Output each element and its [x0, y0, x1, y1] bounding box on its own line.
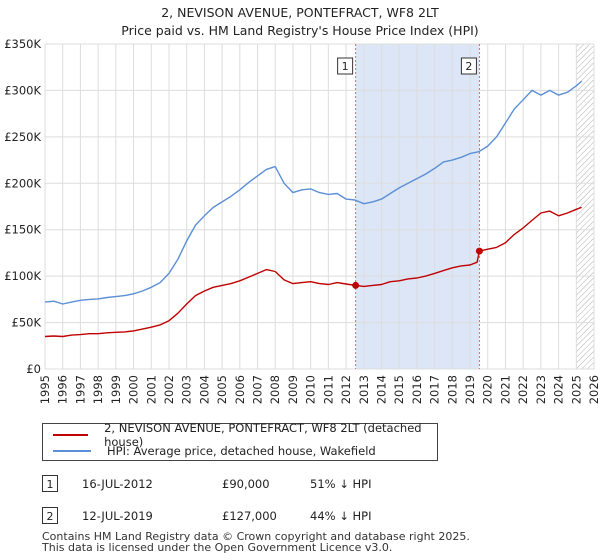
- chart-title: 2, NEVISON AVENUE, PONTEFRACT, WF8 2LT P…: [0, 4, 600, 40]
- x-tick-label: 2022: [516, 375, 530, 404]
- x-tick-label: 2015: [392, 375, 406, 404]
- title-line-2: Price paid vs. HM Land Registry's House …: [121, 23, 479, 38]
- y-tick-label: £50K: [12, 316, 42, 330]
- y-tick-label: £200K: [4, 176, 41, 190]
- legend-label-hpi: HPI: Average price, detached house, Wake…: [107, 444, 376, 458]
- x-tick-label: 2020: [481, 375, 495, 404]
- x-tick-label: 1997: [73, 375, 87, 404]
- x-tick-label: 2007: [251, 375, 265, 404]
- transaction-price: £90,000: [222, 477, 270, 491]
- x-tick-label: 1998: [91, 375, 105, 404]
- x-tick-label: 1995: [38, 375, 52, 404]
- x-tick-label: 2010: [304, 375, 318, 404]
- y-tick-label: £150K: [4, 223, 41, 237]
- x-tick-label: 2016: [410, 375, 424, 404]
- x-tick-label: 1999: [109, 375, 123, 404]
- legend-swatch-property: [53, 434, 89, 436]
- x-tick-label: 2023: [534, 375, 548, 404]
- x-tick-label: 2025: [569, 375, 583, 404]
- transaction-price: £127,000: [222, 509, 277, 523]
- y-tick-label: £250K: [4, 130, 41, 144]
- shaded-period: [355, 44, 480, 369]
- x-tick-label: 2012: [339, 375, 353, 404]
- x-tick-label: 2000: [127, 375, 141, 404]
- legend-item-property: 2, NEVISON AVENUE, PONTEFRACT, WF8 2LT (…: [53, 421, 437, 449]
- price-chart: £0 £50K £100K £150K £200K £250K £300K £350K 1995…: [4, 37, 600, 404]
- y-tick-label: £100K: [4, 269, 41, 283]
- transaction-badge: 2: [42, 507, 58, 524]
- x-tick-label: 2017: [428, 375, 442, 404]
- x-tick-label: 2021: [498, 375, 512, 404]
- footer: Contains HM Land Registry data © Crown c…: [42, 531, 470, 553]
- x-tick-label: 2006: [233, 375, 247, 404]
- x-tick-label: 2014: [374, 375, 388, 404]
- marker-label-box: [460, 57, 477, 75]
- marker-label: 1: [342, 60, 349, 73]
- x-tick-label: 2003: [180, 375, 194, 404]
- transaction-hpi-diff: 51% ↓ HPI: [310, 477, 372, 491]
- transaction-date: 12-JUL-2019: [82, 509, 153, 523]
- x-tick-label: 2005: [215, 375, 229, 404]
- x-tick-label: 2013: [357, 375, 371, 404]
- x-tick-label: 2026: [587, 375, 600, 404]
- x-tick-label: 2008: [268, 375, 282, 404]
- x-tick-label: 2009: [286, 375, 300, 404]
- sale-point: [352, 281, 360, 289]
- x-tick-label: 2002: [162, 375, 176, 404]
- x-tick-label: 2024: [552, 375, 566, 404]
- x-tick-label: 2018: [445, 375, 459, 404]
- sale-point: [475, 247, 483, 255]
- transaction-badge: 1: [42, 475, 58, 492]
- footer-line-1: Contains HM Land Registry data © Crown c…: [42, 530, 470, 543]
- table-row: 1 16-JUL-2012 £90,000 51% ↓ HPI: [42, 475, 462, 493]
- plot-area: [45, 44, 594, 369]
- property-price-line: [44, 206, 582, 338]
- forecast-hatch: [576, 44, 594, 369]
- table-row: 2 12-JUL-2019 £127,000 44% ↓ HPI: [42, 507, 462, 525]
- legend-item-hpi: HPI: Average price, detached house, Wake…: [53, 443, 376, 459]
- x-tick-label: 2019: [463, 375, 477, 404]
- title-line-1: 2, NEVISON AVENUE, PONTEFRACT, WF8 2LT: [161, 5, 439, 20]
- hpi-line: [44, 80, 583, 305]
- transaction-hpi-diff: 44% ↓ HPI: [310, 509, 372, 523]
- y-tick-label: £0: [26, 362, 41, 376]
- x-tick-label: 2004: [197, 375, 211, 404]
- x-tick-label: 2011: [321, 375, 335, 404]
- y-tick-label: £350K: [4, 37, 41, 51]
- marker-label: 2: [465, 60, 472, 73]
- transaction-date: 16-JUL-2012: [82, 477, 153, 491]
- legend: 2, NEVISON AVENUE, PONTEFRACT, WF8 2LT (…: [42, 421, 438, 461]
- marker-label-box: [337, 57, 354, 75]
- x-tick-label: 1996: [56, 375, 70, 404]
- y-tick-label: £300K: [4, 83, 41, 97]
- footer-line-2: This data is licensed under the Open Gov…: [42, 541, 393, 554]
- legend-swatch-hpi: [53, 450, 91, 452]
- legend-label-property: 2, NEVISON AVENUE, PONTEFRACT, WF8 2LT (…: [104, 421, 422, 449]
- x-tick-label: 2001: [144, 375, 158, 404]
